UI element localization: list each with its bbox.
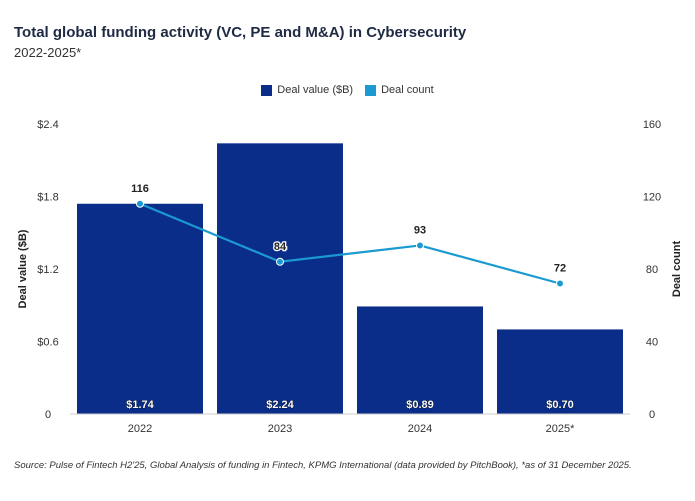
y-left-tick-label: $1.8 (37, 192, 58, 204)
deal-count-label: 93 (414, 224, 426, 236)
y-left-axis-label: Deal value ($B) (17, 229, 29, 308)
deal-count-label: 72 (554, 263, 566, 275)
source-note: Source: Pulse of Fintech H2'25, Global A… (14, 460, 632, 471)
bar-value-label: $0.70 (546, 399, 574, 411)
x-tick-label: 2024 (408, 423, 432, 435)
legend-swatch-deal-value (261, 84, 273, 96)
chart-plot: 0 $0.6 $1.2 $1.8 $2.4 0 40 80 120 160 Deal value (… (17, 119, 683, 435)
deal-count-point (136, 199, 144, 208)
deal-count-line (139, 202, 561, 285)
bar-value-label: $2.24 (266, 399, 294, 411)
bar (217, 143, 343, 415)
chart-subtitle: 2022-2025* (14, 45, 82, 60)
y-left-tick-label: $2.4 (37, 119, 58, 131)
bar (497, 329, 623, 414)
deal-count-label: 84 (274, 241, 287, 253)
x-tick-label: 2023 (268, 423, 292, 435)
deal-count-point (416, 241, 424, 250)
y-right-tick-label: 160 (643, 119, 661, 131)
y-left-tick-label: $0.6 (37, 337, 58, 349)
legend-label-deal-value: Deal value ($B) (277, 84, 354, 96)
y-right-tick-label: 120 (643, 192, 661, 204)
y-right-tick-label: 80 (646, 264, 658, 276)
deal-count-point (556, 279, 564, 288)
legend-swatch-deal-count (365, 84, 377, 96)
legend-item-deal-count: Deal count (365, 84, 434, 96)
legend-label-deal-count: Deal count (381, 84, 434, 96)
deal-count-label: 116 (131, 183, 149, 195)
y-left-tick-label: 0 (45, 409, 51, 421)
chart-legend: Deal value ($B) Deal count (0, 84, 695, 96)
x-tick-label: 2025* (546, 423, 575, 435)
bar (77, 203, 203, 414)
bar-value-label: $1.74 (126, 399, 154, 411)
y-right-tick-label: 0 (649, 409, 655, 421)
bar (357, 306, 483, 414)
y-right-tick-label: 40 (646, 337, 658, 349)
y-right-axis-label: Deal count (671, 241, 683, 298)
legend-item-deal-value: Deal value ($B) (261, 84, 353, 96)
x-tick-label: 2022 (128, 423, 152, 435)
bar-value-label: $0.89 (406, 399, 434, 411)
deal-count-point (276, 257, 284, 266)
chart-title: Total global funding activity (VC, PE an… (14, 24, 467, 41)
y-left-tick-label: $1.2 (37, 264, 58, 276)
